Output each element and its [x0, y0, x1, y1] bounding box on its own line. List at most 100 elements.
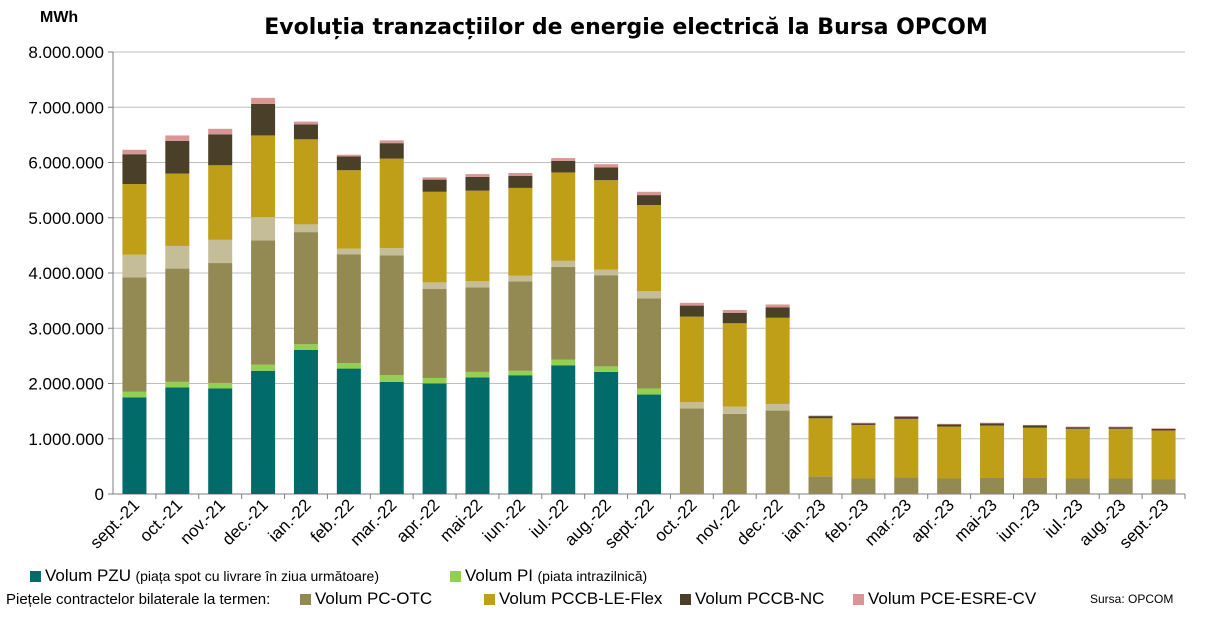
x-tick-label: apr.-22 — [393, 495, 444, 546]
x-tick-label: dec.-21 — [218, 495, 272, 549]
bar-segment-volum-pccb-nc — [851, 423, 876, 425]
bar-segment-volum-pc-otc — [422, 289, 447, 378]
bar-segment-volum-pc-otc — [980, 477, 1005, 494]
bar-segment-volum-pce-esre-cv — [1022, 424, 1047, 426]
bar-segment-series-3 — [765, 403, 790, 411]
x-tick-label: ian.-22 — [265, 495, 315, 545]
bar-segment-volum-pc-otc — [251, 240, 276, 365]
legend-label-pccb-le-flex: Volum PCCB-LE-Flex — [499, 589, 663, 608]
bar-segment-volum-pccb-nc — [465, 176, 490, 191]
bar-segment-series-3 — [165, 245, 190, 269]
bar-segment-volum-pce-esre-cv — [422, 177, 447, 180]
legend-note-pzu: (piața spot cu livrare în ziua următoare… — [135, 568, 379, 584]
bar-segment-volum-pzu — [551, 365, 576, 494]
bar-segment-volum-pi — [165, 381, 190, 388]
legend-item-pccb-le-flex: Volum PCCB-LE-Flex — [484, 589, 662, 609]
source-note: Sursa: OPCOM — [1090, 592, 1174, 606]
bar-segment-volum-pccb-nc — [336, 156, 361, 171]
bar-segment-volum-pccb-nc — [422, 179, 447, 192]
bar-segment-volum-pce-esre-cv — [1151, 428, 1176, 429]
legend-row-1: Volum PZU (piața spot cu livrare în ziua… — [30, 566, 379, 586]
x-tick-label: mai-23 — [951, 495, 1001, 545]
legend-label-pce-esre-cv: Volum PCE-ESRE-CV — [868, 589, 1037, 608]
legend-swatch-pc-otc — [300, 594, 311, 606]
bar-segment-series-3 — [722, 406, 747, 414]
bar-segment-volum-pc-otc — [722, 413, 747, 494]
bar-segment-volum-pc-otc — [465, 287, 490, 372]
bar-segment-series-3 — [336, 248, 361, 255]
bar-segment-series-3 — [208, 239, 233, 264]
bar-segment-volum-pce-esre-cv — [594, 164, 619, 168]
bar-segment-volum-pccb-nc — [508, 175, 533, 188]
bar-segment-volum-pccb-nc — [636, 195, 662, 206]
legend-item-pi: Volum PI (piata intrazilnică) — [450, 566, 647, 586]
legend-row-2: Piețele contractelor bilaterale la terme… — [6, 591, 270, 609]
bar-segment-volum-pccb-le-flex — [594, 180, 619, 270]
bar-segment-volum-pzu — [508, 375, 533, 494]
bar-segment-volum-pccb-le-flex — [722, 323, 747, 407]
bar-segment-volum-pccb-le-flex — [551, 172, 576, 261]
bar-segment-volum-pccb-nc — [1022, 425, 1047, 428]
bar-segment-volum-pi — [422, 377, 447, 384]
y-tick-label: 1.000.000 — [28, 430, 104, 449]
bar-segment-volum-pccb-le-flex — [808, 418, 833, 477]
y-tick-label: 5.000.000 — [28, 209, 104, 228]
bar-segment-volum-pce-esre-cv — [465, 174, 490, 177]
bar-segment-volum-pce-esre-cv — [336, 154, 361, 157]
bar-segment-volum-pc-otc — [1108, 478, 1133, 494]
bar-segment-volum-pccb-nc — [594, 167, 619, 181]
bar-segment-series-3 — [251, 217, 276, 241]
bar-segment-volum-pc-otc — [551, 266, 576, 360]
bar-segment-volum-pzu — [379, 381, 404, 494]
legend-label-pzu: Volum PZU — [45, 566, 131, 585]
bar-segment-volum-pi — [465, 371, 490, 378]
bar-segment-volum-pzu — [336, 368, 361, 494]
bar-segment-volum-pccb-nc — [122, 154, 147, 185]
legend-item-pc-otc: Volum PC-OTC — [300, 589, 432, 609]
bar-segment-volum-pc-otc — [1065, 478, 1090, 494]
y-tick-label: 8.000.000 — [28, 43, 104, 62]
bar-segment-volum-pc-otc — [293, 232, 318, 345]
bar-segment-series-3 — [422, 282, 447, 290]
legend-prefix: Piețele contractelor bilaterale la terme… — [6, 591, 271, 608]
bar-segment-volum-pce-esre-cv — [122, 149, 147, 155]
bar-segment-volum-pce-esre-cv — [808, 415, 833, 417]
legend-swatch-pzu — [30, 571, 41, 583]
bar-segment-volum-pi — [208, 382, 233, 389]
bar-segment-volum-pccb-nc — [722, 312, 747, 324]
bar-segment-volum-pce-esre-cv — [851, 422, 876, 424]
bar-segment-volum-pccb-le-flex — [679, 316, 704, 403]
bar-segment-volum-pc-otc — [636, 298, 662, 389]
bar-segment-volum-pc-otc — [851, 478, 876, 494]
bar-segment-volum-pc-otc — [679, 408, 704, 494]
bar-segment-volum-pce-esre-cv — [508, 172, 533, 176]
bar-segment-volum-pccb-nc — [808, 416, 833, 419]
legend-swatch-pi — [450, 571, 461, 583]
x-axis-labels: sept.-21oct.-21nov.-21dec.-21ian.-22feb.… — [86, 495, 1172, 552]
chart-title: Evoluția tranzacțiilor de energie electr… — [264, 15, 988, 40]
bar-segment-volum-pce-esre-cv — [679, 302, 704, 306]
bar-segment-volum-pce-esre-cv — [980, 422, 1005, 424]
bar-segment-volum-pccb-nc — [1108, 427, 1133, 429]
bar-segment-volum-pccb-le-flex — [422, 191, 447, 283]
bar-segment-volum-pc-otc — [594, 275, 619, 367]
bar-segment-series-3 — [293, 224, 318, 233]
bar-segment-volum-pccb-le-flex — [636, 205, 662, 292]
bar-segment-volum-pccb-le-flex — [165, 173, 190, 246]
bar-segment-volum-pccb-le-flex — [293, 139, 318, 225]
bar-segment-volum-pi — [251, 364, 276, 371]
bar-segment-volum-pccb-le-flex — [379, 158, 404, 249]
bar-segment-volum-pccb-le-flex — [851, 424, 876, 479]
bar-segment-volum-pc-otc — [765, 410, 790, 494]
bar-segment-volum-pce-esre-cv — [1108, 426, 1133, 428]
bar-segment-series-3 — [508, 275, 533, 282]
y-axis-unit-label: MWh — [40, 9, 78, 26]
bar-segment-series-3 — [679, 402, 704, 409]
legend-swatch-pce-esre-cv — [853, 594, 864, 606]
bar-segment-volum-pce-esre-cv — [165, 135, 190, 141]
bar-segment-volum-pc-otc — [1022, 477, 1047, 494]
bar-segment-volum-pccb-nc — [980, 423, 1005, 426]
y-tick-label: 6.000.000 — [28, 154, 104, 173]
bar-segment-volum-pccb-le-flex — [1065, 428, 1090, 479]
